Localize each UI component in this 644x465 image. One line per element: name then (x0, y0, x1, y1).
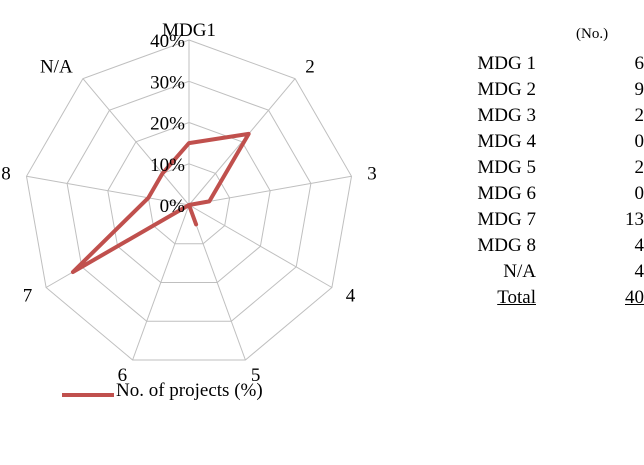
table-row: MDG 1 6 (448, 53, 644, 79)
grid-ring (66, 80, 312, 322)
table-unit: (No.) (576, 26, 609, 42)
table-total-row: Total 40 (448, 287, 644, 313)
table-row-label: MDG 4 (477, 131, 536, 152)
table-row-value: 2 (634, 157, 644, 178)
table-row-value: 2 (634, 105, 644, 126)
grid-spoke (188, 175, 352, 206)
table-row: MDG 4 0 (448, 131, 644, 157)
table-row-value: 13 (625, 209, 644, 230)
table-row: MDG 2 9 (448, 79, 644, 105)
table-row-value: 6 (634, 53, 644, 74)
table-row-label: MDG 6 (477, 183, 536, 204)
table-row-label: MDG 8 (477, 235, 536, 256)
radial-tick-label: 40% (150, 31, 185, 52)
radial-tick-label: 20% (150, 114, 185, 135)
axis-label: 2 (305, 56, 315, 77)
table-row-label: MDG 7 (477, 209, 536, 230)
radar-chart: 0% 10% 20% 30% 40%MDG1 2 3 4 5 6 7 8 N/A (1, 20, 377, 386)
grid-spoke (82, 78, 190, 206)
grid-ring (107, 121, 271, 283)
axis-label: 3 (367, 164, 377, 185)
table-row-value: 0 (634, 183, 644, 204)
radial-tick-label: 30% (150, 72, 185, 93)
legend-label: No. of projects (%) (116, 380, 263, 401)
radar-grid (25, 39, 353, 361)
axis-label: 5 (251, 365, 261, 386)
table-row-value: 4 (634, 235, 644, 256)
grid-ring (25, 39, 353, 361)
axis-label: N/A (40, 56, 73, 77)
grid-spoke (132, 204, 190, 361)
table-row: MDG 6 0 (448, 183, 644, 209)
axis-label: 6 (118, 365, 128, 386)
table-total-label: Total (497, 287, 536, 308)
table-row-label: MDG 5 (477, 157, 536, 178)
axis-label: 8 (1, 164, 11, 185)
radial-tick-label: 10% (150, 155, 185, 176)
table-row: MDG 5 2 (448, 157, 644, 183)
table-row-value: 4 (634, 261, 644, 282)
table-row-label: MDG 3 (477, 105, 536, 126)
table-row-label: MDG 2 (477, 79, 536, 100)
grid-spoke (188, 204, 333, 288)
table-row-label: N/A (503, 261, 536, 282)
grid-spoke (188, 204, 246, 361)
grid-spoke (26, 175, 190, 206)
series-line (70, 131, 251, 274)
table-row-value: 0 (634, 131, 644, 152)
axis-label: 7 (23, 286, 33, 307)
table-row: N/A 4 (448, 261, 644, 287)
radar-series (70, 131, 251, 274)
radar-labels: 0% 10% 20% 30% 40%MDG1 2 3 4 5 6 7 8 N/A (1, 20, 377, 386)
table-total-value: 40 (625, 287, 644, 308)
table-row: MDG 7 13 (448, 209, 644, 235)
table-row: MDG 8 4 (448, 235, 644, 261)
table-row: MDG 3 2 (448, 105, 644, 131)
table-row-label: MDG 1 (477, 53, 536, 74)
axis-label: MDG1 (162, 20, 216, 41)
radial-tick-label: 0% (160, 196, 186, 217)
axis-label: 4 (346, 286, 356, 307)
table-row-value: 9 (634, 79, 644, 100)
legend-line-swatch (62, 393, 114, 397)
